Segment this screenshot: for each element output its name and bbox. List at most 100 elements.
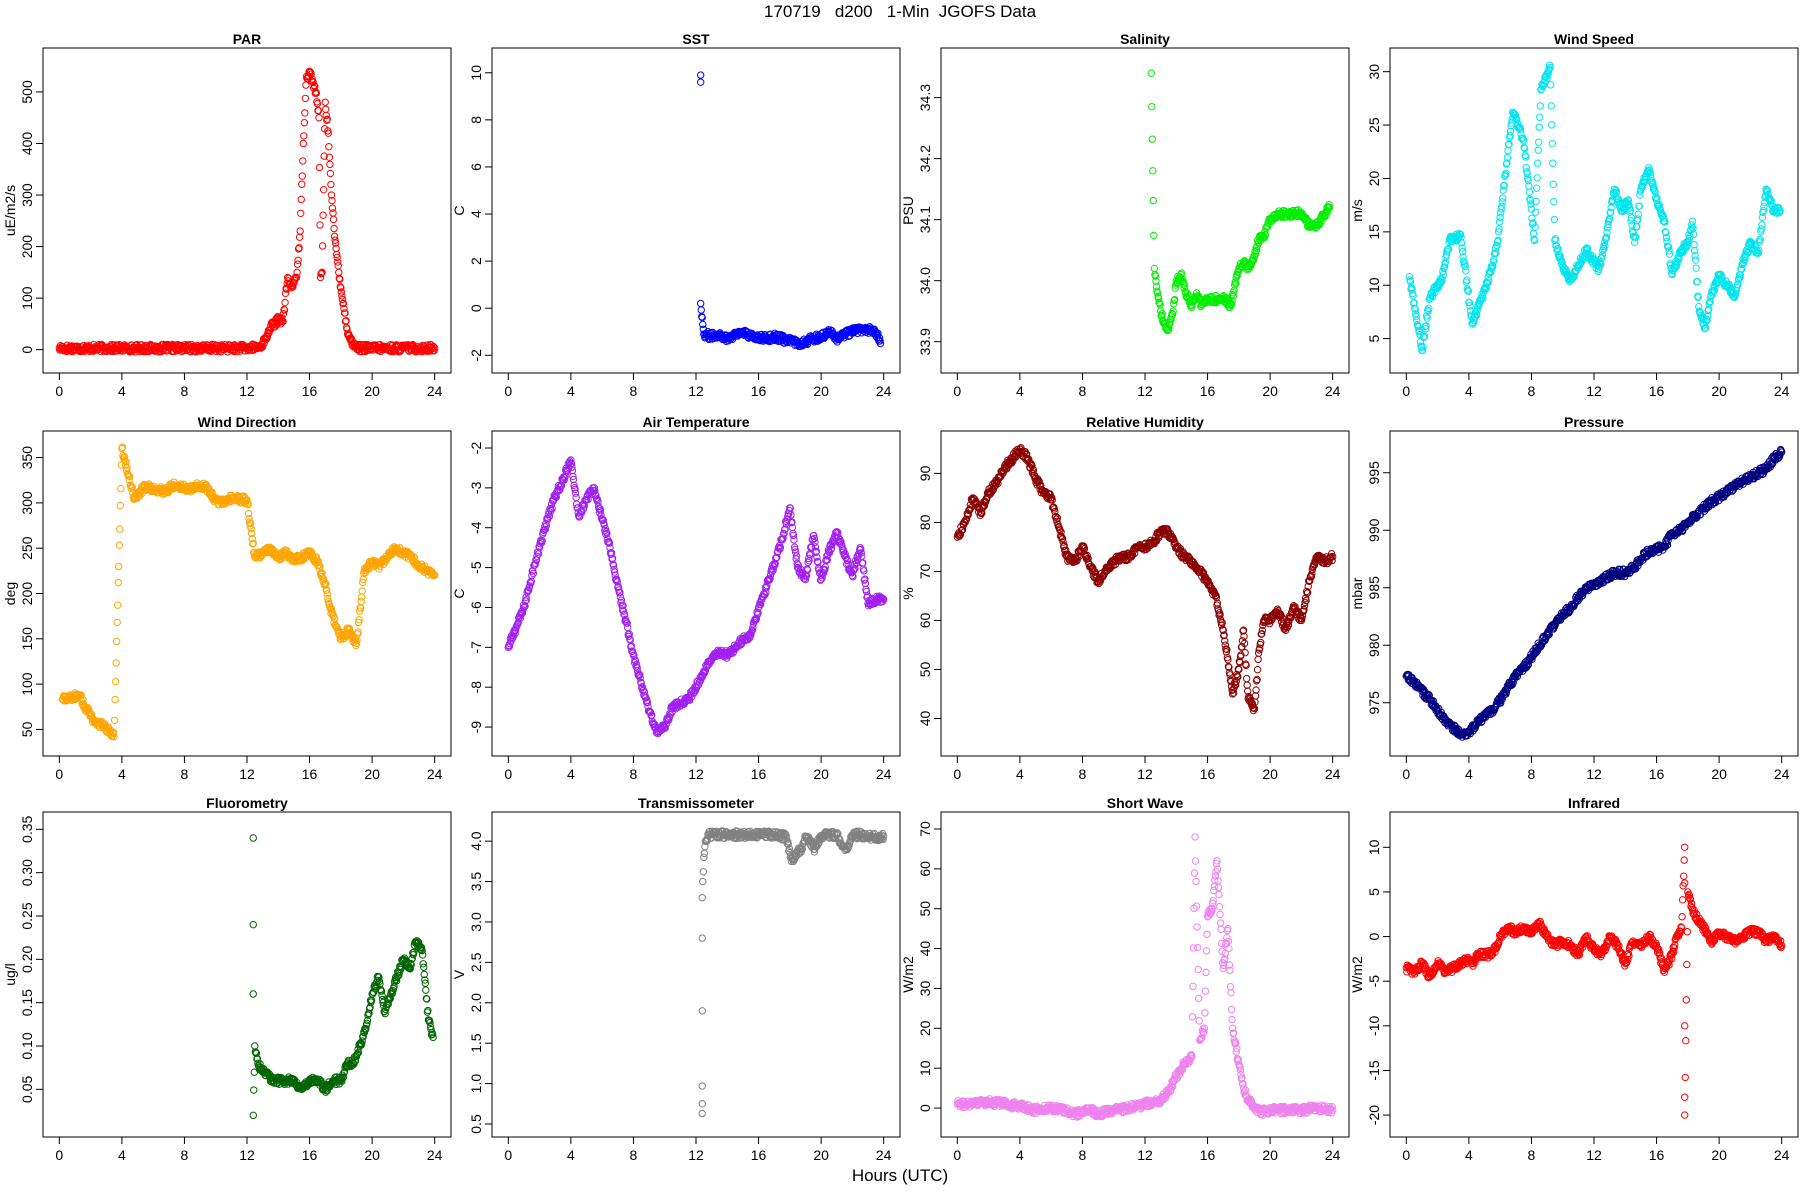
- y-tick-label: 40: [917, 710, 933, 726]
- series-points: [55, 67, 439, 356]
- x-tick-label: 12: [1137, 766, 1153, 782]
- y-tick-label: 100: [19, 672, 35, 696]
- data-point: [1171, 295, 1179, 304]
- data-point: [326, 160, 334, 169]
- data-point: [1536, 113, 1544, 121]
- y-tick-label: 5: [1366, 335, 1382, 343]
- data-point: [325, 143, 333, 151]
- data-point: [302, 81, 310, 89]
- x-tick-label: 16: [1200, 383, 1216, 399]
- data-point: [1158, 310, 1166, 318]
- data-point: [1499, 194, 1507, 202]
- y-tick-label: 10: [1366, 277, 1382, 293]
- x-tick-label: 16: [302, 383, 318, 399]
- x-tick-label: 4: [118, 766, 126, 782]
- data-point: [318, 242, 327, 250]
- panel-title: PAR: [233, 31, 262, 47]
- data-point: [1151, 272, 1160, 280]
- data-point: [1548, 121, 1556, 129]
- data-point: [1548, 139, 1556, 148]
- y-tick-label: 80: [917, 514, 933, 530]
- y-tick-label: 985: [1366, 576, 1382, 600]
- x-tick-label: 24: [1774, 766, 1790, 782]
- data-point: [278, 313, 286, 322]
- data-point: [281, 298, 289, 307]
- data-point: [1533, 159, 1542, 167]
- x-tick-label: 4: [567, 766, 575, 782]
- data-point: [322, 111, 330, 120]
- x-tick-label: 20: [1711, 766, 1727, 782]
- x-tick-label: 12: [1137, 383, 1153, 399]
- series-points: [1405, 61, 1784, 355]
- x-tick-label: 24: [427, 383, 443, 399]
- y-tick-label: -8: [468, 681, 484, 694]
- panel-title: Air Temperature: [642, 414, 749, 430]
- data-point: [1166, 318, 1174, 327]
- data-point: [279, 310, 288, 318]
- x-tick-label: 12: [239, 766, 255, 782]
- y-tick-label: 0: [468, 304, 484, 312]
- data-point: [295, 244, 303, 252]
- y-tick-label: -2: [468, 442, 484, 455]
- data-point: [117, 485, 125, 493]
- y-tick-label: 30: [1366, 64, 1382, 80]
- data-point: [336, 275, 344, 284]
- data-point: [341, 309, 349, 317]
- data-point: [1154, 294, 1163, 302]
- series-points: [953, 444, 1337, 715]
- x-tick-label: 24: [1325, 766, 1341, 782]
- x-tick-label: 16: [751, 383, 767, 399]
- data-point: [280, 306, 289, 314]
- y-tick-label: -2: [468, 349, 484, 362]
- data-point: [116, 501, 125, 510]
- data-point: [316, 273, 325, 282]
- data-point: [1230, 287, 1238, 295]
- data-point: [624, 623, 632, 632]
- data-point: [1243, 681, 1251, 689]
- data-point: [1533, 174, 1541, 182]
- data-point: [281, 289, 290, 297]
- data-point: [1168, 310, 1177, 318]
- data-point: [298, 172, 306, 180]
- x-tick-label: 16: [751, 766, 767, 782]
- data-point: [328, 204, 337, 212]
- y-tick-label: -7: [468, 641, 484, 654]
- x-tick-label: 12: [688, 766, 704, 782]
- data-point: [294, 256, 302, 264]
- x-tick-label: 24: [876, 383, 892, 399]
- y-tick-label: 15: [1366, 224, 1382, 240]
- data-point: [339, 299, 348, 308]
- data-point: [322, 105, 330, 114]
- data-point: [114, 601, 122, 609]
- data-point: [324, 129, 333, 137]
- data-point: [1525, 188, 1534, 196]
- data-point: [1169, 307, 1177, 315]
- data-point: [112, 637, 121, 646]
- y-tick-label: 300: [19, 491, 35, 515]
- data-point: [1227, 300, 1236, 309]
- data-point: [338, 295, 347, 304]
- y-tick-label: 200: [19, 235, 35, 259]
- figure-title: 170719 d200 1-Min JGOFS Data: [763, 2, 1037, 21]
- data-point: [115, 541, 123, 549]
- data-point: [327, 191, 336, 199]
- series-points: [58, 443, 439, 741]
- data-point: [320, 152, 328, 160]
- data-point: [1688, 217, 1697, 225]
- data-point: [334, 258, 342, 266]
- x-tick-label: 8: [630, 766, 638, 782]
- data-point: [1147, 69, 1155, 77]
- x-tick-label: 20: [364, 383, 380, 399]
- x-tick-label: 4: [567, 383, 575, 399]
- data-point: [110, 716, 119, 724]
- data-point: [315, 114, 323, 122]
- data-point: [1148, 135, 1156, 143]
- x-tick-label: 24: [427, 766, 443, 782]
- data-point: [111, 695, 119, 704]
- data-point: [430, 347, 438, 355]
- data-point: [1229, 292, 1238, 300]
- data-point: [1149, 196, 1158, 205]
- plot-frame: [1389, 47, 1799, 374]
